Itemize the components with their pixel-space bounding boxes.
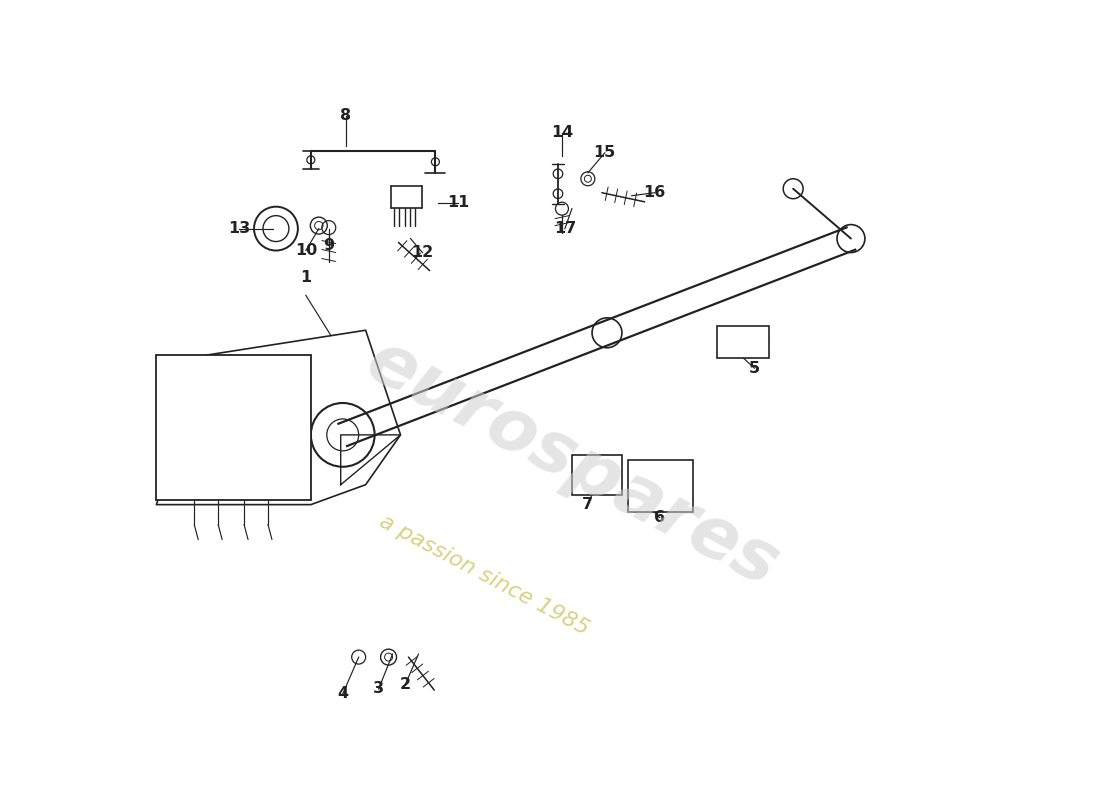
Text: 4: 4 (338, 686, 349, 702)
Text: eurospares: eurospares (354, 326, 790, 602)
Circle shape (311, 403, 375, 466)
Text: 15: 15 (594, 146, 616, 160)
Text: 6: 6 (654, 510, 666, 525)
Text: 9: 9 (323, 238, 334, 253)
Text: 17: 17 (553, 221, 576, 236)
Circle shape (592, 318, 622, 348)
Text: 1: 1 (300, 270, 311, 286)
FancyBboxPatch shape (572, 455, 621, 494)
Text: 13: 13 (228, 221, 250, 236)
Text: 2: 2 (400, 677, 411, 691)
Text: 8: 8 (340, 109, 351, 123)
Text: 3: 3 (373, 682, 384, 697)
Text: 5: 5 (749, 361, 760, 376)
Text: 12: 12 (411, 245, 433, 260)
Text: 16: 16 (644, 186, 666, 200)
FancyBboxPatch shape (156, 355, 311, 500)
Text: 7: 7 (582, 497, 593, 512)
FancyBboxPatch shape (628, 460, 693, 512)
Text: a passion since 1985: a passion since 1985 (376, 511, 592, 639)
Circle shape (837, 225, 865, 253)
Text: 10: 10 (295, 243, 317, 258)
FancyBboxPatch shape (717, 326, 769, 358)
Text: 11: 11 (448, 195, 470, 210)
Text: 14: 14 (551, 126, 573, 141)
Circle shape (783, 178, 803, 198)
